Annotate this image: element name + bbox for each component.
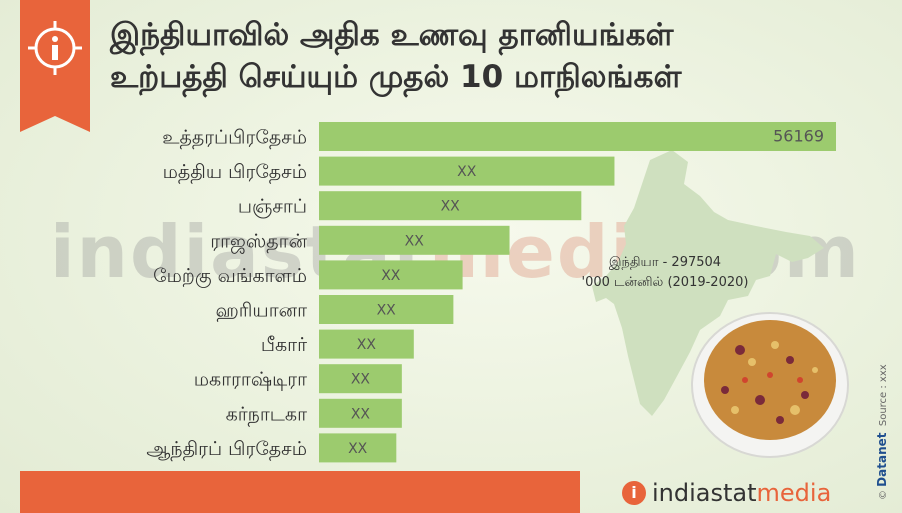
bar-9 — [319, 398, 402, 428]
bar-10 — [319, 433, 397, 463]
value-label-9: XX — [351, 406, 371, 422]
category-label-4: ராஜஸ்தான் — [210, 230, 307, 253]
category-label-3: பஞ்சாப் — [238, 196, 307, 219]
info-banner — [20, 0, 90, 132]
info-icon — [28, 21, 82, 75]
value-label-10: XX — [348, 441, 368, 457]
category-label-1: உத்தரப்பிரதேசம் — [162, 127, 307, 150]
bar-6 — [319, 295, 454, 324]
india-total: இந்தியா - 297504 — [608, 255, 722, 270]
value-label-2: XX — [457, 164, 477, 180]
chart-title: இந்தியாவில் அதிக உணவு தானியங்கள் உற்பத்த… — [110, 14, 850, 98]
category-label-7: பீகார் — [261, 334, 307, 356]
logo-text-2: media — [756, 479, 832, 507]
india-map-shape — [592, 150, 824, 416]
source-text: Source : xxx — [878, 364, 889, 427]
category-label-10: ஆந்திரப் பிரதேசம் — [146, 438, 307, 461]
footer-band — [20, 471, 580, 513]
title-line-2: உற்பத்தி செய்யும் முதல் 10 மாநிலங்கள் — [110, 59, 682, 95]
category-label-2: மத்திய பிரதேசம் — [163, 161, 307, 184]
source-credit: © Datanet Source : xxx — [875, 364, 889, 500]
copyright-symbol: © — [878, 490, 889, 500]
value-label-7: XX — [357, 337, 377, 353]
value-label-4: XX — [405, 233, 425, 249]
bar-8 — [319, 364, 402, 394]
category-label-8: மகாராஷ்டிரா — [194, 369, 307, 391]
info-icon: i — [622, 481, 646, 505]
bar-3 — [319, 191, 582, 221]
value-label-1: 56169 — [773, 127, 824, 146]
india-total-note: இந்தியா - 297504 '000 டன்னில் (2019-2020… — [560, 253, 770, 293]
datanet-brand: Datanet — [875, 432, 889, 487]
value-label-3: XX — [441, 199, 461, 215]
category-label-5: மேற்கு வங்காளம் — [153, 265, 307, 288]
bar-7 — [319, 329, 414, 359]
bar-4 — [319, 225, 510, 255]
unit-note: '000 டன்னில் (2019-2020) — [581, 275, 749, 290]
bar-1 — [319, 122, 836, 151]
value-label-6: XX — [377, 303, 397, 319]
bar-2 — [319, 156, 615, 186]
title-line-1: இந்தியாவில் அதிக உணவு தானியங்கள் — [110, 17, 674, 53]
indiastat-logo: i indiastat media — [622, 479, 831, 507]
bar-5 — [319, 260, 463, 290]
category-label-6: ஹரியானா — [215, 300, 307, 322]
category-label-9: கர்நாடகா — [226, 403, 307, 426]
value-label-8: XX — [351, 372, 371, 388]
value-label-5: XX — [381, 268, 401, 284]
logo-text-1: indiastat — [652, 479, 757, 507]
